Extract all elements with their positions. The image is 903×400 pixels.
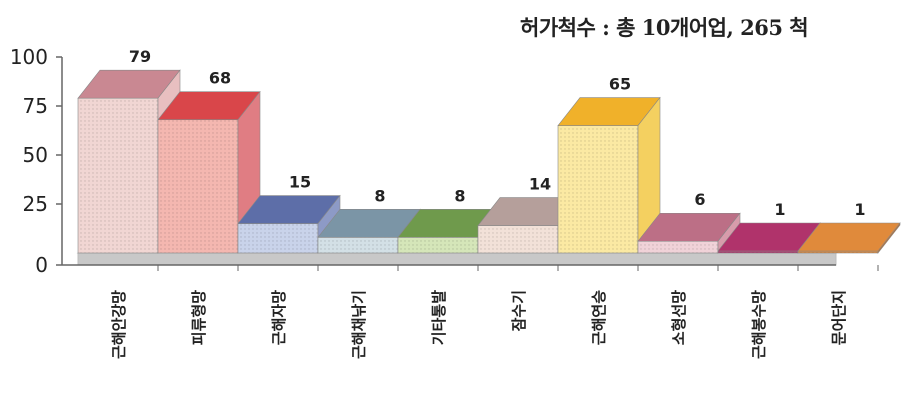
bar-value-label: 14 <box>529 175 551 194</box>
bar-value-label: 1 <box>774 200 785 219</box>
y-tick-label: 0 <box>35 253 48 277</box>
bar-value-label: 8 <box>374 186 385 205</box>
category-label: 근해자망 <box>270 290 288 345</box>
bar-value-label: 15 <box>289 173 311 192</box>
bar-front <box>397 237 479 254</box>
bar-value-label: 68 <box>209 69 231 88</box>
bar-front <box>317 237 399 254</box>
y-tick-label: 25 <box>23 192 48 216</box>
bar-value-label: 79 <box>129 47 151 66</box>
category-label: 잠수기 <box>510 290 528 331</box>
y-tick-label: 50 <box>23 143 48 167</box>
bar-value-label: 6 <box>694 190 705 209</box>
bar-front <box>557 125 639 254</box>
bar-front <box>637 240 719 254</box>
bar-front <box>77 97 159 254</box>
y-tick-label: 75 <box>23 94 48 118</box>
category-label: 피류형망 <box>190 290 208 345</box>
chart-annotation: 허가척수 : 총 10개어업, 265 척 <box>520 15 809 40</box>
bar-front <box>477 225 559 254</box>
bar-front <box>237 223 319 254</box>
category-label: 문어단지 <box>830 290 848 345</box>
bar-side <box>877 222 901 254</box>
category-label: 기타통발 <box>430 290 448 345</box>
category-label: 근해채낚기 <box>350 290 368 359</box>
bar-value-label: 65 <box>609 75 631 94</box>
category-label: 근해봉수망 <box>750 290 768 359</box>
category-label: 근해안강망 <box>110 290 128 359</box>
y-tick-label: 100 <box>10 45 48 69</box>
chart-floor-front <box>77 252 837 266</box>
category-label: 소형선망 <box>670 290 688 345</box>
bar-value-label: 1 <box>854 200 865 219</box>
bar-front <box>157 119 239 254</box>
bar-value-label: 8 <box>454 186 465 205</box>
category-label: 근해연승 <box>590 290 608 345</box>
